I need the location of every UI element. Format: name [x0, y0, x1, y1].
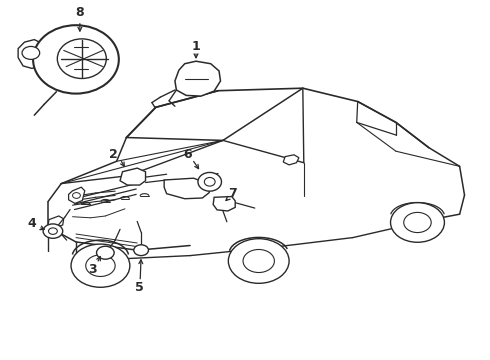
- Circle shape: [49, 228, 57, 234]
- Circle shape: [228, 239, 289, 283]
- Ellipse shape: [198, 172, 221, 191]
- Text: 6: 6: [183, 148, 192, 161]
- Circle shape: [71, 244, 130, 287]
- Polygon shape: [213, 197, 235, 211]
- Circle shape: [243, 249, 274, 273]
- Circle shape: [43, 224, 63, 238]
- Polygon shape: [120, 168, 146, 185]
- Text: 2: 2: [109, 148, 118, 161]
- Polygon shape: [18, 40, 49, 68]
- Circle shape: [73, 193, 80, 198]
- Polygon shape: [69, 187, 85, 203]
- Ellipse shape: [57, 39, 106, 78]
- Circle shape: [391, 203, 444, 242]
- Circle shape: [86, 255, 115, 276]
- Circle shape: [97, 246, 114, 259]
- Text: 3: 3: [88, 263, 97, 276]
- Ellipse shape: [204, 177, 215, 186]
- Ellipse shape: [33, 25, 119, 94]
- Polygon shape: [175, 61, 220, 96]
- Circle shape: [22, 46, 40, 59]
- Circle shape: [404, 212, 431, 233]
- Polygon shape: [48, 216, 64, 228]
- Circle shape: [134, 245, 148, 256]
- Polygon shape: [283, 155, 299, 165]
- Text: 4: 4: [27, 217, 36, 230]
- Text: 1: 1: [192, 40, 200, 53]
- Text: 7: 7: [228, 187, 237, 200]
- Text: 8: 8: [75, 6, 84, 19]
- Polygon shape: [164, 178, 209, 199]
- Text: 5: 5: [135, 281, 144, 294]
